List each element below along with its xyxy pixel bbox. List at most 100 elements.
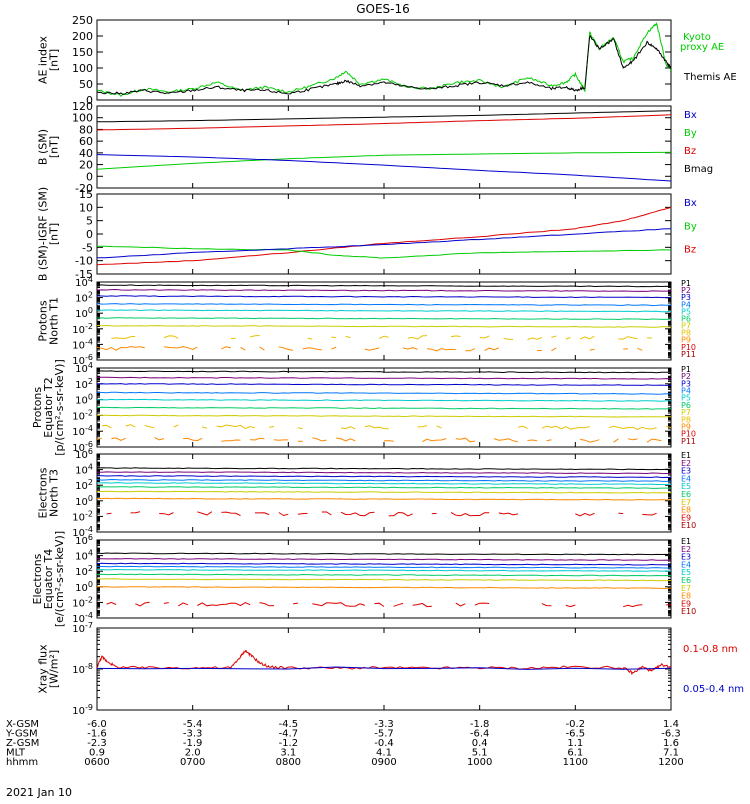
- y-axis-label: North T1: [48, 297, 61, 345]
- series-line-p5: [97, 399, 671, 401]
- series-line-p9: [365, 348, 379, 350]
- series-line-e9: [260, 603, 274, 606]
- y-tick-label: 10-2: [72, 595, 93, 609]
- y-axis-label: [e/(cm²-s-sr-keV)]: [53, 531, 66, 627]
- series-line-e1: [97, 468, 671, 470]
- series-line-p9: [628, 439, 638, 440]
- legend-item: E10: [681, 607, 696, 616]
- y-tick-label: 40: [79, 147, 93, 160]
- series-line-p9: [427, 349, 456, 351]
- series-line-e1: [97, 553, 671, 555]
- legend-item: 0.1-0.8 nm: [683, 644, 738, 655]
- y-tick-label: 106: [75, 533, 93, 547]
- series-line-e9: [566, 605, 576, 607]
- series-line-e9: [451, 512, 489, 515]
- series-line-e9: [389, 513, 413, 516]
- series-line-e9: [456, 603, 466, 606]
- panel-frame: [97, 282, 671, 360]
- series-line-p9: [331, 347, 336, 349]
- series-line-p9: [97, 438, 102, 439]
- y-tick-label: 10-2: [72, 509, 93, 523]
- series-line-by: [97, 246, 671, 258]
- series-line-p8: [542, 426, 590, 429]
- y-tick-label: 104: [75, 275, 93, 289]
- series-line-themis-ae: [97, 36, 671, 95]
- series-line-p8: [331, 337, 336, 338]
- x-axis-value: 1200: [658, 757, 683, 768]
- y-tick-label: 50: [79, 78, 93, 91]
- y-tick-label: 10-4: [72, 424, 93, 438]
- series-line-p8: [528, 338, 542, 340]
- series-line-p9: [614, 439, 619, 443]
- series-line-p8: [408, 336, 427, 339]
- y-tick-label: 250: [72, 14, 93, 27]
- series-line-e6: [97, 574, 671, 576]
- series-line-p3: [97, 384, 671, 386]
- legend-item: Bz: [684, 146, 696, 157]
- legend-item: Bx: [684, 198, 697, 209]
- y-tick-label: 100: [75, 494, 93, 508]
- x-axis-value: 0900: [371, 757, 396, 768]
- series-line-p9: [638, 348, 643, 350]
- series-line-p7: [97, 325, 671, 327]
- y-tick-label: 120: [72, 100, 93, 113]
- series-line-p9: [590, 349, 595, 350]
- y-axis-label: [nT]: [48, 136, 61, 158]
- series-line-e9: [107, 513, 112, 514]
- series-line-p9: [279, 347, 293, 351]
- series-line-e9: [322, 512, 332, 515]
- series-line-e9: [475, 603, 489, 605]
- y-tick-label: 20: [79, 159, 93, 172]
- series-line-p9: [221, 440, 240, 441]
- series-line-e9: [341, 512, 374, 516]
- legend-item: By: [684, 128, 697, 139]
- x-axis-value: 0700: [180, 757, 205, 768]
- series-line-p9: [494, 439, 518, 442]
- series-line-e2: [97, 559, 671, 561]
- series-line-e9: [374, 603, 384, 606]
- series-line-p8: [618, 337, 637, 340]
- series-line-p8: [250, 336, 260, 338]
- y-tick-label: 102: [75, 478, 93, 492]
- series-line-e9: [293, 603, 298, 604]
- y-tick-label: 5: [86, 215, 93, 228]
- series-group: [97, 468, 671, 516]
- series-line-p8: [298, 428, 303, 429]
- y-tick-label: 104: [75, 549, 93, 563]
- series-line-p9: [260, 347, 265, 350]
- series-line-p2: [97, 290, 671, 292]
- series-line-bx: [97, 155, 671, 181]
- series-line-e9: [394, 603, 404, 606]
- series-line-e9: [618, 513, 623, 514]
- x-axis-row-label: hhmm: [6, 757, 38, 768]
- series-line-p8: [111, 336, 135, 338]
- series-line-p9: [97, 347, 145, 351]
- series-line-p8: [365, 426, 389, 429]
- series-line-e9: [135, 602, 149, 606]
- series-line-p8: [164, 336, 178, 338]
- series-line-p2: [97, 377, 671, 379]
- figure-title: GOES-16: [356, 2, 410, 16]
- series-line-bmag: [97, 111, 671, 122]
- series-line-p9: [241, 347, 246, 350]
- y-tick-label: 10-8: [72, 662, 93, 676]
- series-line-p8: [566, 338, 571, 340]
- date-label: 2021 Jan 10: [6, 786, 72, 799]
- series-line-e9: [623, 605, 642, 607]
- series-line-e9: [197, 603, 250, 606]
- series-line-e9: [298, 513, 308, 514]
- series-line-p9: [250, 438, 264, 440]
